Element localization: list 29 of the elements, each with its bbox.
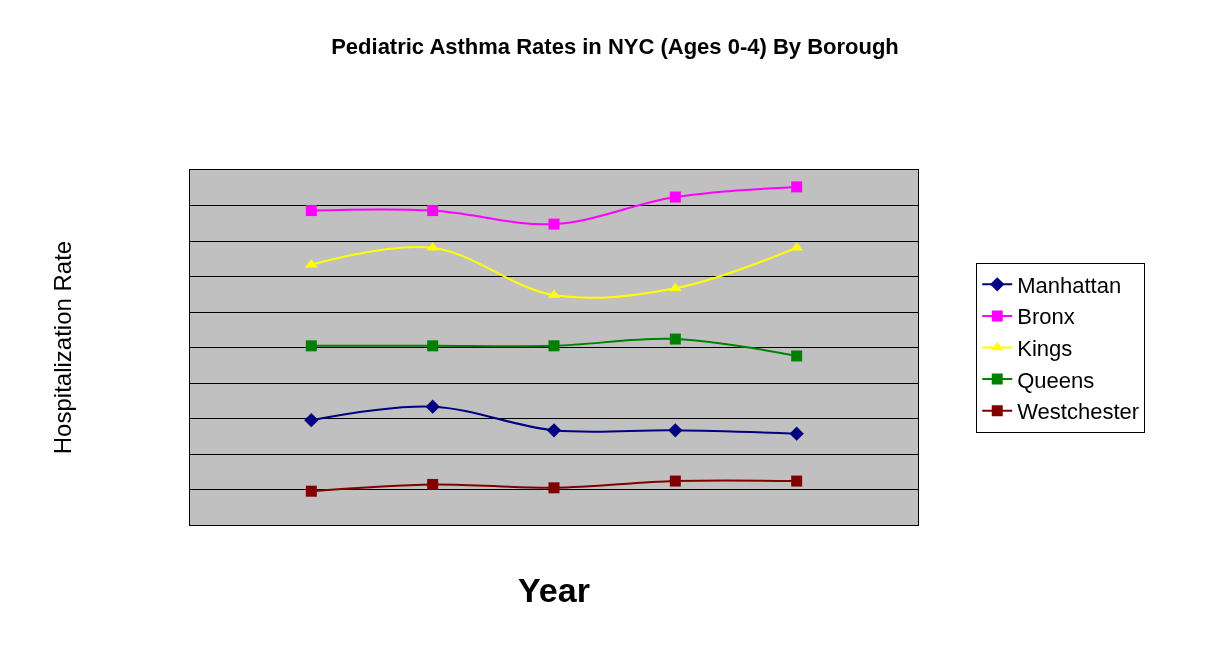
point [425,399,440,414]
point [791,350,803,362]
point [668,282,682,292]
legend-label: Manhattan [1017,272,1122,298]
point [427,205,439,217]
point [548,482,560,494]
chart-title: Pediatric Asthma Rates in NYC (Ages 0-4) By Borough [331,34,899,60]
point [668,423,683,438]
point [305,205,317,217]
point [548,218,560,230]
point [305,485,317,497]
legend-label: Bronx [1017,304,1075,330]
point [669,191,681,203]
y-axis-title: Hospitalization Rate [49,240,77,455]
point [789,426,804,441]
legend-label: Kings [1017,336,1073,362]
point [427,478,439,490]
point [305,340,317,352]
point [669,475,681,487]
point [791,181,803,193]
point [548,340,560,352]
legend-label: Queens [1017,367,1095,393]
legend-label: Westchester [1017,399,1140,425]
x-axis-title: Year [518,570,590,609]
point [669,333,681,345]
point [546,423,562,438]
point [427,340,439,352]
point [304,413,319,428]
point [791,475,803,487]
